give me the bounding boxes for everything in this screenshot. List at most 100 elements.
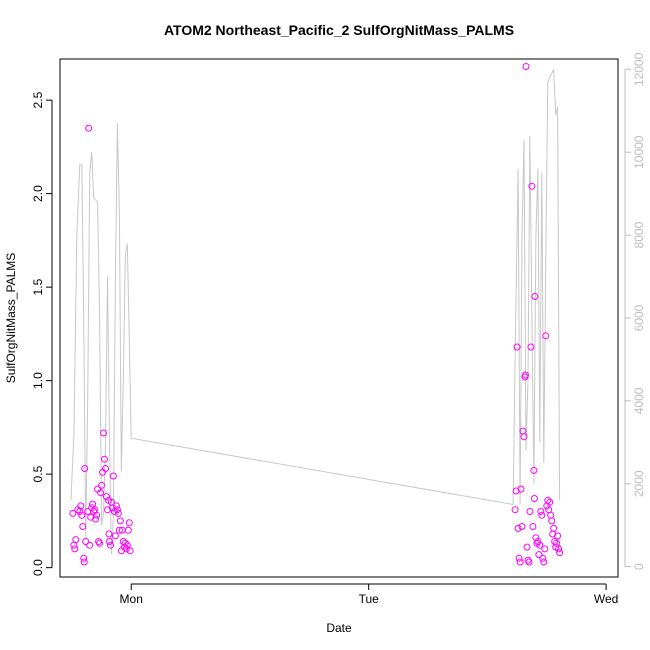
x-axis-label: Date: [326, 621, 352, 635]
y2-tick-label: 8000: [632, 221, 646, 248]
data-point: [518, 523, 526, 530]
data-point: [554, 532, 562, 540]
data-point: [97, 489, 105, 497]
data-point: [522, 371, 529, 379]
data-point: [123, 541, 131, 549]
data-point: [113, 506, 121, 514]
data-point: [523, 543, 531, 551]
y-tick-label: 1.0: [31, 372, 45, 389]
y-tick-label: 0.0: [31, 559, 45, 576]
data-point: [547, 511, 555, 519]
data-point: [513, 343, 521, 351]
data-point: [546, 498, 554, 506]
y2-tick-label: 6000: [632, 304, 646, 331]
plot-frame: [59, 58, 619, 578]
data-point: [85, 124, 93, 132]
data-point: [555, 545, 563, 553]
data-point: [111, 532, 119, 540]
y-tick-label: 2.0: [31, 185, 45, 202]
data-point: [106, 538, 113, 545]
data-point: [527, 343, 535, 351]
data-point: [541, 545, 549, 553]
data-point: [77, 502, 85, 510]
data-point: [101, 455, 108, 463]
data-point: [538, 511, 546, 519]
data-point: [80, 554, 88, 562]
data-point: [530, 466, 538, 474]
data-point: [122, 545, 130, 553]
data-point: [544, 496, 552, 504]
y-tick-label: 2.5: [31, 91, 45, 108]
data-point: [93, 511, 101, 519]
chart-title: ATOM2 Northeast_Pacific_2 SulfOrgNitMass…: [164, 22, 514, 38]
data-point: [103, 493, 110, 501]
data-point: [105, 530, 113, 538]
data-point: [525, 558, 533, 566]
y2-tick-label: 0: [632, 563, 646, 570]
data-point: [529, 523, 537, 530]
data-point: [114, 509, 122, 517]
altitude-line-layer: [70, 69, 561, 555]
data-point: [517, 485, 525, 493]
data-point: [537, 508, 545, 515]
data-point: [548, 517, 556, 525]
data-point: [536, 541, 544, 549]
data-point: [109, 472, 117, 480]
data-point: [540, 558, 548, 566]
data-point: [112, 502, 120, 510]
y2-tick-label: 2000: [632, 470, 646, 497]
data-point: [531, 293, 539, 300]
x-tick-label: Tue: [359, 592, 380, 606]
data-point: [107, 541, 114, 549]
data-point: [520, 433, 528, 441]
data-point: [98, 481, 106, 489]
data-point: [81, 465, 89, 472]
data-point: [526, 508, 534, 515]
data-point: [515, 554, 523, 562]
data-point: [102, 465, 109, 472]
data-point: [550, 524, 558, 532]
data-point: [80, 558, 88, 566]
data-point: [100, 429, 107, 437]
data-point: [86, 541, 94, 549]
data-point: [542, 332, 550, 340]
y-tick-label: 1.5: [31, 278, 45, 295]
data-point: [69, 509, 77, 517]
y-axis-label: SulfOrgNitMass_PALMS: [4, 253, 18, 383]
data-point: [511, 506, 519, 514]
data-point: [530, 495, 538, 502]
data-point: [115, 526, 123, 534]
y-tick-label: 0.5: [31, 465, 45, 482]
data-point: [539, 554, 547, 562]
altitude-series-line: [70, 69, 561, 555]
data-point: [92, 515, 100, 523]
y-axis-right: 0 2000 4000 6000 8000 10000 12000: [624, 52, 646, 570]
x-tick-label: Wed: [594, 592, 618, 606]
data-point: [126, 547, 134, 555]
x-axis: Mon Tue Wed: [120, 583, 618, 606]
data-point: [72, 536, 80, 544]
data-point: [534, 538, 542, 545]
data-point: [116, 517, 124, 525]
y2-tick-label: 4000: [632, 387, 646, 414]
y2-tick-label: 10000: [632, 135, 646, 169]
y-axis-left: 0.0 0.5 1.0 1.5 2.0 2.5: [31, 91, 53, 576]
data-point: [79, 523, 87, 530]
data-point: [528, 182, 536, 190]
data-point: [556, 549, 564, 557]
data-point: [522, 63, 530, 70]
data-point: [96, 539, 104, 547]
data-point: [124, 526, 132, 534]
data-point: [71, 545, 79, 553]
data-point: [125, 519, 133, 527]
data-point: [89, 500, 97, 508]
x-tick-label: Mon: [120, 592, 143, 606]
y2-tick-label: 12000: [632, 52, 646, 86]
data-point: [514, 524, 522, 532]
data-point: [535, 551, 543, 559]
data-point: [78, 511, 86, 519]
data-point: [516, 558, 524, 566]
data-point: [82, 538, 90, 545]
points-layer: [69, 63, 564, 566]
